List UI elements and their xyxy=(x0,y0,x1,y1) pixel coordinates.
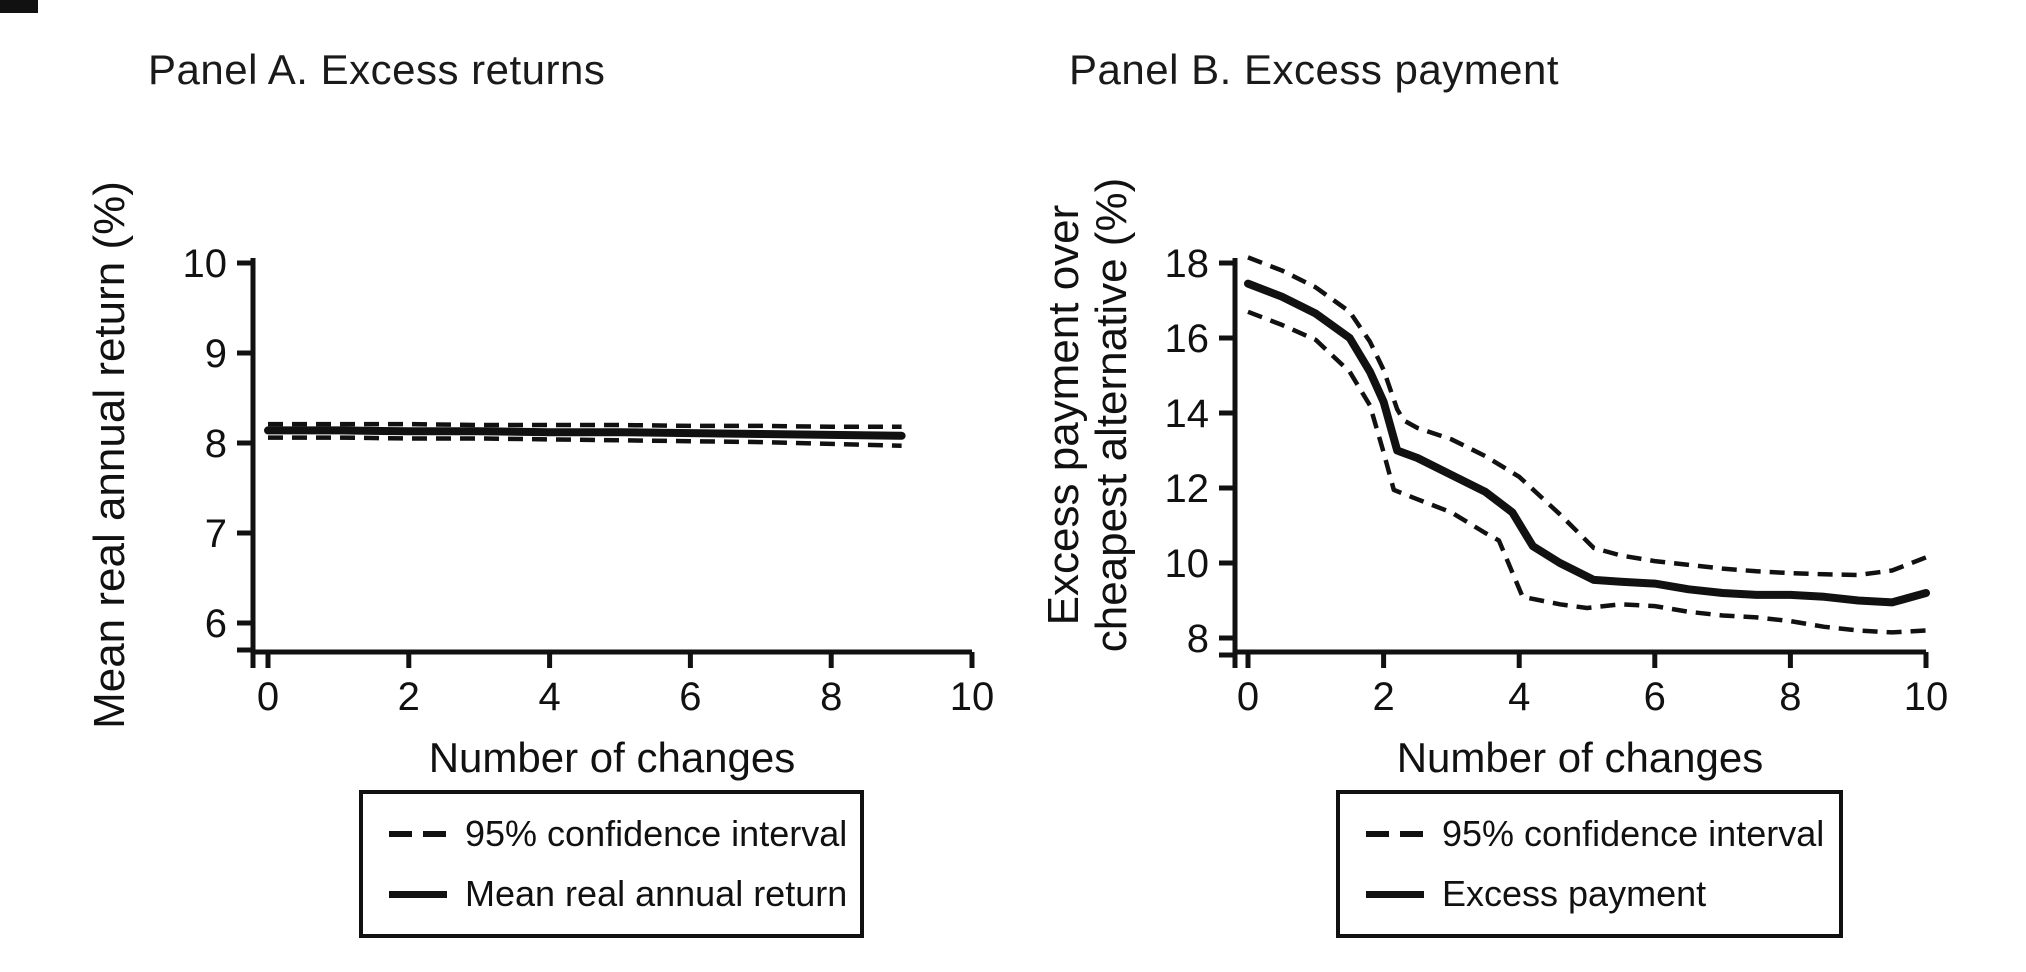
y-tick-label: 8 xyxy=(205,422,227,466)
panel-b-title: Panel B. Excess payment xyxy=(1069,46,1560,93)
legend-row-mean-return: Mean real annual return xyxy=(389,873,847,915)
panel-b-plot: 8 10 12 14 16 18 0 2 4 6 8 10 Number of changes Exces… xyxy=(1039,178,1948,781)
x-axis-label: Number of changes xyxy=(429,734,796,781)
confidence-interval-line xyxy=(1247,309,1927,635)
x-tick-label: 2 xyxy=(1372,675,1394,719)
y-tick-label: 18 xyxy=(1165,242,1210,286)
y-axis: 8 10 12 14 16 18 xyxy=(1165,242,1238,661)
legend-label: 95% confidence interval xyxy=(465,812,848,854)
x-tick-label: 2 xyxy=(398,675,420,719)
series-line xyxy=(1244,279,1930,607)
legend-solid-line-sample xyxy=(389,890,447,898)
legend-dashed-line-sample xyxy=(389,830,447,837)
y-tick-label: 6 xyxy=(205,602,227,646)
panel-a-legend: 95% confidence interval Mean real annual… xyxy=(359,790,864,938)
page-corner-mark xyxy=(0,0,38,13)
y-tick-label: 16 xyxy=(1165,317,1210,361)
panel-a-plot: 6 7 8 9 10 0 2 4 6 8 10 Number of changes Mean real … xyxy=(85,181,994,781)
y-tick-label: 10 xyxy=(1165,542,1210,586)
legend-row-excess-payment: Excess payment xyxy=(1366,873,1813,915)
y-axis: 6 7 8 9 10 xyxy=(183,242,256,653)
x-axis: 0 2 4 6 8 10 xyxy=(1232,649,1949,719)
legend-row-confidence-interval: 95% confidence interval xyxy=(389,813,847,855)
y-tick-label: 8 xyxy=(1187,617,1209,661)
legend-label: 95% confidence interval xyxy=(1442,812,1825,854)
confidence-interval-line xyxy=(268,435,902,448)
confidence-interval-line xyxy=(268,421,902,430)
x-tick-label: 8 xyxy=(820,675,842,719)
y-tick-label: 14 xyxy=(1165,392,1210,436)
x-axis: 0 2 4 6 8 10 xyxy=(250,649,995,719)
x-tick-label: 10 xyxy=(950,675,995,719)
panel-a-title: Panel A. Excess returns xyxy=(148,46,606,93)
y-tick-label: 12 xyxy=(1165,467,1210,511)
y-axis-label: Excess payment over xyxy=(1039,205,1088,626)
x-tick-label: 8 xyxy=(1779,675,1801,719)
confidence-interval-line xyxy=(1247,255,1927,578)
legend-solid-line-sample xyxy=(1366,890,1424,898)
legend-label: Mean real annual return xyxy=(465,873,848,915)
x-tick-label: 4 xyxy=(1508,675,1530,719)
y-tick-label: 9 xyxy=(205,332,227,376)
y-tick-label: 7 xyxy=(205,512,227,556)
y-axis-label: cheapest alternative (%) xyxy=(1087,178,1136,652)
legend-dashed-line-sample xyxy=(1366,830,1424,837)
y-tick-label: 10 xyxy=(183,242,228,286)
x-tick-label: 4 xyxy=(538,675,560,719)
y-axis-label: Mean real annual return (%) xyxy=(85,181,134,729)
x-tick-label: 6 xyxy=(1644,675,1666,719)
x-axis-label: Number of changes xyxy=(1397,734,1764,781)
panel-b-legend: 95% confidence interval Excess payment xyxy=(1336,790,1843,938)
legend-label: Excess payment xyxy=(1442,873,1707,915)
x-tick-label: 6 xyxy=(679,675,701,719)
series-line xyxy=(264,426,906,440)
x-tick-label: 0 xyxy=(257,675,279,719)
x-tick-label: 10 xyxy=(1904,675,1949,719)
x-tick-label: 0 xyxy=(1237,675,1259,719)
legend-row-confidence-interval: 95% confidence interval xyxy=(1366,813,1824,855)
